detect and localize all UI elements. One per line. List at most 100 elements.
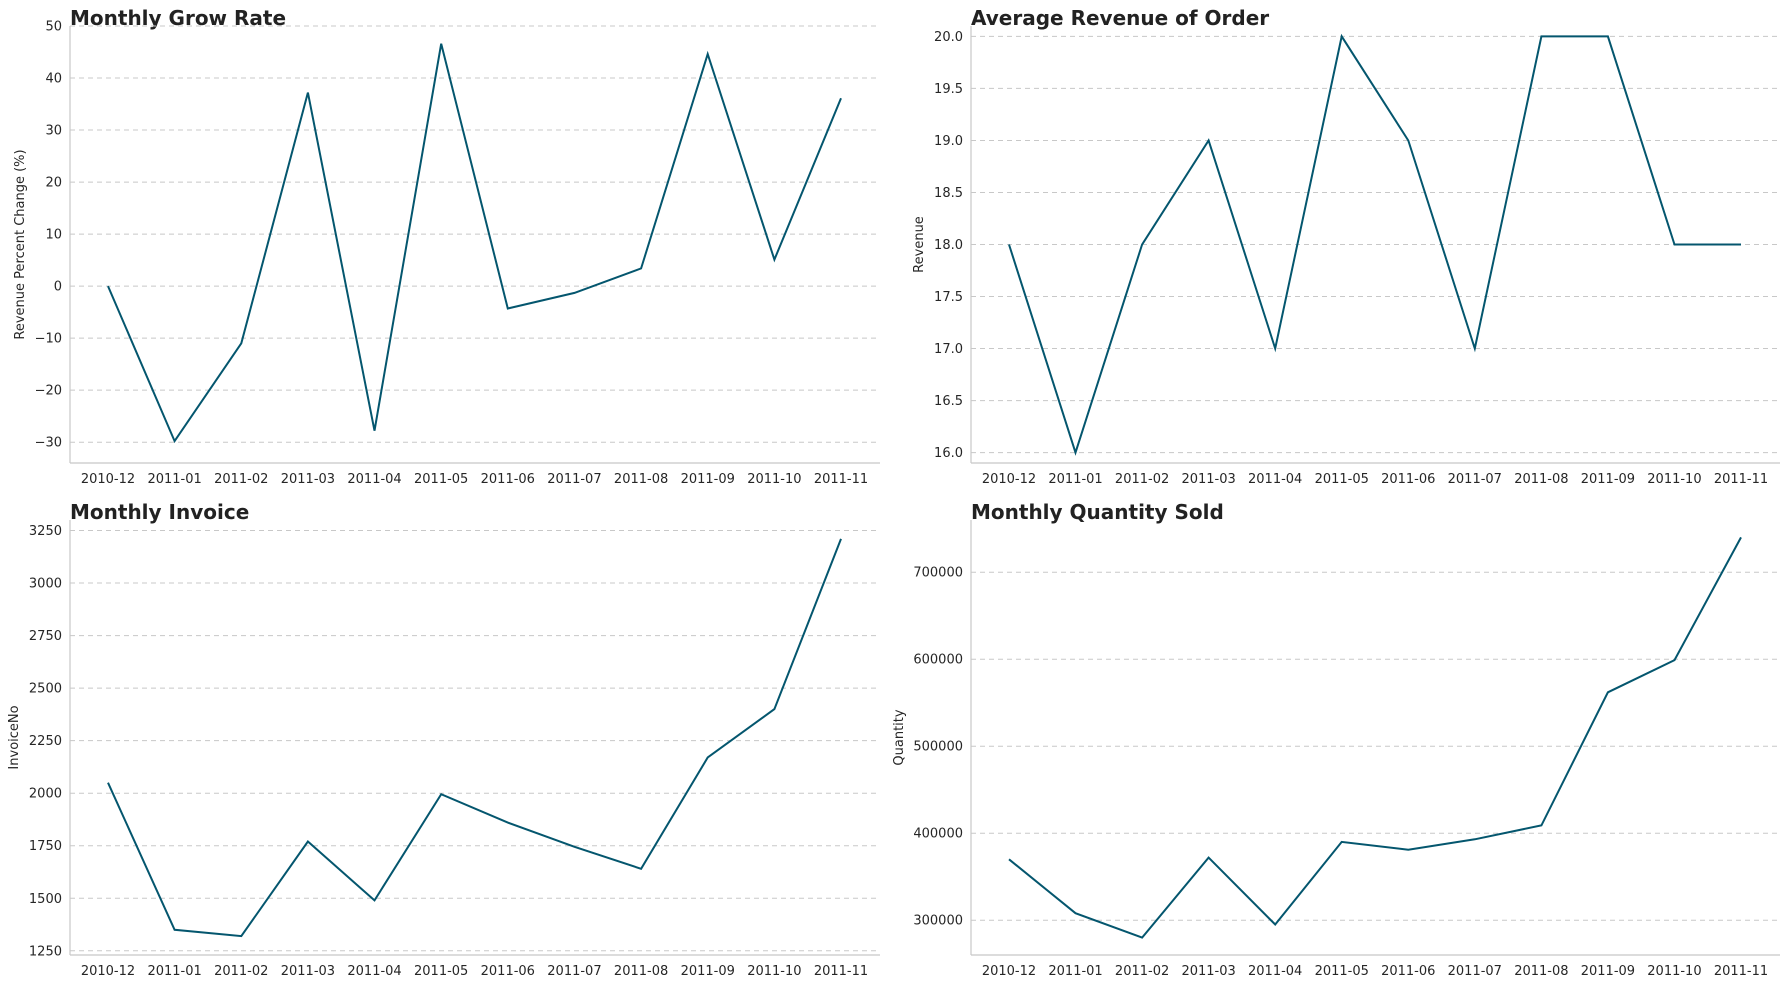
x-tick-label: 2011-07 xyxy=(547,964,601,979)
series-line xyxy=(1008,536,1742,939)
x-tick-label: 2011-01 xyxy=(1048,472,1102,487)
y-tick-label: 1750 xyxy=(29,839,62,854)
x-tick-label: 2011-02 xyxy=(1115,472,1169,487)
series-line xyxy=(107,538,842,938)
x-tick-label: 2011-08 xyxy=(614,964,668,979)
y-tick-label: 2750 xyxy=(29,629,62,644)
y-tick-label: 20.0 xyxy=(934,30,963,45)
y-tick-label: −20 xyxy=(35,384,62,399)
x-tick-label: 2011-08 xyxy=(614,472,668,487)
data-point xyxy=(773,259,775,261)
y-tick-label: 17.0 xyxy=(934,342,963,357)
data-point xyxy=(1274,924,1276,926)
y-tick-label: 400000 xyxy=(913,827,963,842)
data-point xyxy=(1607,691,1609,693)
axes xyxy=(69,520,880,956)
y-tick-labels: 1250 1500 1750 2000 2250 2500 2750 3000 3250 xyxy=(29,524,62,959)
chart-panel-monthly-invoice: Monthly Invoice InvoiceNo 1250 1500 1750 20… xyxy=(7,500,880,979)
y-tick-label: 40 xyxy=(45,72,62,87)
data-point xyxy=(1540,35,1542,37)
x-tick-labels: 2010-12 2011-01 2011-02 2011-03 2011-04 2011-… xyxy=(982,472,1768,487)
y-tick-label: −30 xyxy=(35,436,62,451)
data-point xyxy=(440,793,442,795)
y-tick-label: 10 xyxy=(45,228,62,243)
chart-title: Monthly Invoice xyxy=(70,500,249,524)
data-series xyxy=(107,43,842,444)
y-tick-label: 19.0 xyxy=(934,134,963,149)
data-point xyxy=(1673,244,1675,246)
x-tick-label: 2011-05 xyxy=(1315,472,1369,487)
chart-panel-monthly-grow-rate: Monthly Grow Rate Revenue Percent Change… xyxy=(13,6,880,487)
x-tick-label: 2011-01 xyxy=(147,472,201,487)
x-tick-label: 2010-12 xyxy=(982,964,1036,979)
x-tick-labels: 2010-12 2011-01 2011-02 2011-03 2011-04 2011-… xyxy=(81,964,868,979)
data-point xyxy=(1274,348,1276,350)
y-tick-labels: 300000 400000 500000 600000 700000 xyxy=(913,566,963,929)
y-tick-label: 2000 xyxy=(29,787,62,802)
data-point xyxy=(573,846,575,848)
data-point xyxy=(1540,824,1542,826)
x-tick-label: 2011-03 xyxy=(1181,472,1235,487)
x-tick-label: 2011-04 xyxy=(1248,964,1302,979)
data-point xyxy=(507,822,509,824)
data-point xyxy=(1607,35,1609,37)
y-axis-label: Revenue Percent Change (%) xyxy=(13,149,28,339)
data-point xyxy=(1740,244,1742,246)
x-tick-label: 2011-07 xyxy=(1448,964,1502,979)
data-point xyxy=(1141,937,1143,939)
data-series xyxy=(1008,536,1742,939)
data-point xyxy=(240,935,242,937)
grid-lines xyxy=(70,25,880,443)
x-tick-label: 2011-02 xyxy=(214,964,268,979)
x-tick-label: 2011-07 xyxy=(547,472,601,487)
y-tick-label: 20 xyxy=(45,176,62,191)
x-tick-label: 2011-07 xyxy=(1448,472,1502,487)
data-point xyxy=(1341,35,1343,37)
x-tick-label: 2011-05 xyxy=(414,964,468,979)
data-point xyxy=(307,92,309,94)
data-point xyxy=(440,43,442,45)
x-tick-labels: 2010-12 2011-01 2011-02 2011-03 2011-04 2011-… xyxy=(81,472,868,487)
y-tick-label: 30 xyxy=(45,124,62,139)
x-tick-label: 2011-08 xyxy=(1514,472,1568,487)
y-tick-label: 2500 xyxy=(29,682,62,697)
x-tick-label: 2011-03 xyxy=(281,964,335,979)
x-tick-label: 2011-09 xyxy=(1581,472,1635,487)
y-tick-label: 500000 xyxy=(913,740,963,755)
x-tick-label: 2011-01 xyxy=(147,964,201,979)
x-tick-label: 2011-04 xyxy=(1248,472,1302,487)
x-tick-label: 2011-11 xyxy=(1714,472,1768,487)
y-tick-label: 17.5 xyxy=(934,290,963,305)
x-tick-label: 2011-10 xyxy=(747,964,801,979)
data-point xyxy=(840,97,842,99)
y-tick-label: 3250 xyxy=(29,524,62,539)
y-tick-label: 1250 xyxy=(29,944,62,959)
x-tick-label: 2011-06 xyxy=(481,964,535,979)
axes xyxy=(970,26,1780,464)
data-point xyxy=(107,285,109,287)
data-point xyxy=(1141,244,1143,246)
grid-lines xyxy=(971,35,1780,454)
data-point xyxy=(507,307,509,309)
x-tick-label: 2011-06 xyxy=(1381,472,1435,487)
y-tick-label: 50 xyxy=(45,20,62,35)
data-point xyxy=(1474,838,1476,840)
x-tick-label: 2011-11 xyxy=(1714,964,1768,979)
axes xyxy=(970,520,1780,956)
data-point xyxy=(707,53,709,55)
data-point xyxy=(1008,858,1010,860)
grid-lines xyxy=(70,530,880,952)
y-tick-label: 1500 xyxy=(29,892,62,907)
data-point xyxy=(1341,841,1343,843)
data-point xyxy=(107,782,109,784)
x-tick-label: 2011-02 xyxy=(1115,964,1169,979)
x-tick-label: 2011-09 xyxy=(681,472,735,487)
chart-title: Monthly Quantity Sold xyxy=(971,500,1224,524)
y-tick-label: 3000 xyxy=(29,577,62,592)
y-tick-label: 300000 xyxy=(913,914,963,929)
data-point xyxy=(174,929,176,931)
y-tick-label: 600000 xyxy=(913,653,963,668)
data-point xyxy=(1673,659,1675,661)
x-tick-label: 2011-03 xyxy=(281,472,335,487)
